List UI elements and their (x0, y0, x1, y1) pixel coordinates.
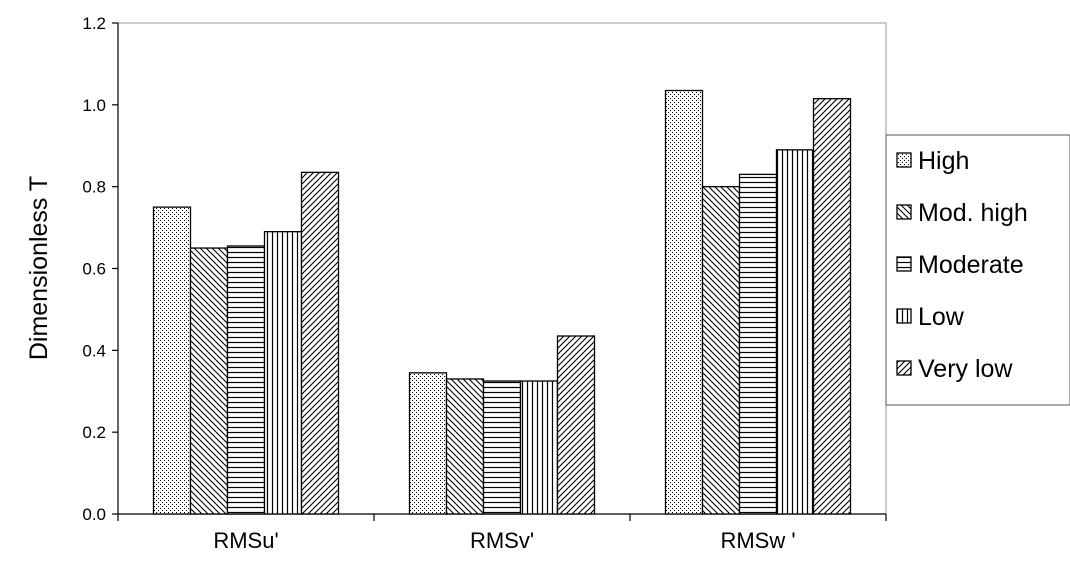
legend-swatch (896, 204, 912, 220)
bar-high-2 (408, 372, 448, 515)
bar-very-low-2 (556, 335, 596, 515)
legend-box (885, 134, 1070, 406)
bar-moderate-2 (482, 380, 522, 515)
legend-label: High (918, 147, 969, 175)
legend-swatch (896, 256, 912, 272)
bar-mod-high-3 (701, 186, 741, 515)
bar-very-low-1 (300, 171, 340, 515)
bars-group (152, 89, 852, 515)
y-tick-label: 0.6 (82, 260, 106, 279)
bar-low-2 (519, 380, 559, 515)
legend: High Mod. high Moderate Low Very low (896, 147, 1028, 383)
bar-high-3 (664, 89, 704, 515)
bar-mod-high-2 (445, 378, 485, 515)
y-axis-label: Dimensionless T (25, 176, 53, 360)
y-tick-label: 0.4 (82, 341, 106, 360)
y-tick-label: 1.0 (82, 96, 106, 115)
y-tick-label: 0.2 (82, 423, 106, 442)
bar-very-low-3 (812, 98, 852, 515)
legend-label: Moderate (918, 251, 1024, 279)
legend-swatch (896, 360, 912, 376)
y-tick-label: 0.0 (82, 505, 106, 524)
bar-low-3 (775, 149, 815, 515)
legend-label: Mod. high (918, 199, 1028, 227)
legend-label: Low (918, 303, 965, 331)
x-axis-ticks (117, 514, 887, 521)
bar-moderate-3 (738, 173, 778, 515)
x-category-label: RMSv' (470, 528, 534, 553)
bar-moderate-1 (226, 245, 266, 515)
x-category-label: RMSw ' (720, 528, 795, 553)
legend-label: Very low (918, 355, 1013, 383)
bar-high-1 (152, 206, 192, 515)
y-tick-label: 1.2 (82, 14, 106, 33)
legend-swatch (896, 152, 912, 168)
category-labels: RMSu' RMSv' RMSw ' (213, 528, 795, 553)
bar-low-1 (263, 231, 303, 515)
y-tick-label: 0.8 (82, 178, 106, 197)
legend-swatch (896, 308, 912, 324)
x-category-label: RMSu' (213, 528, 278, 553)
bar-mod-high-1 (189, 247, 229, 515)
y-axis-ticks: 0.0 0.2 0.4 0.6 0.8 1.0 1.2 (82, 14, 118, 524)
